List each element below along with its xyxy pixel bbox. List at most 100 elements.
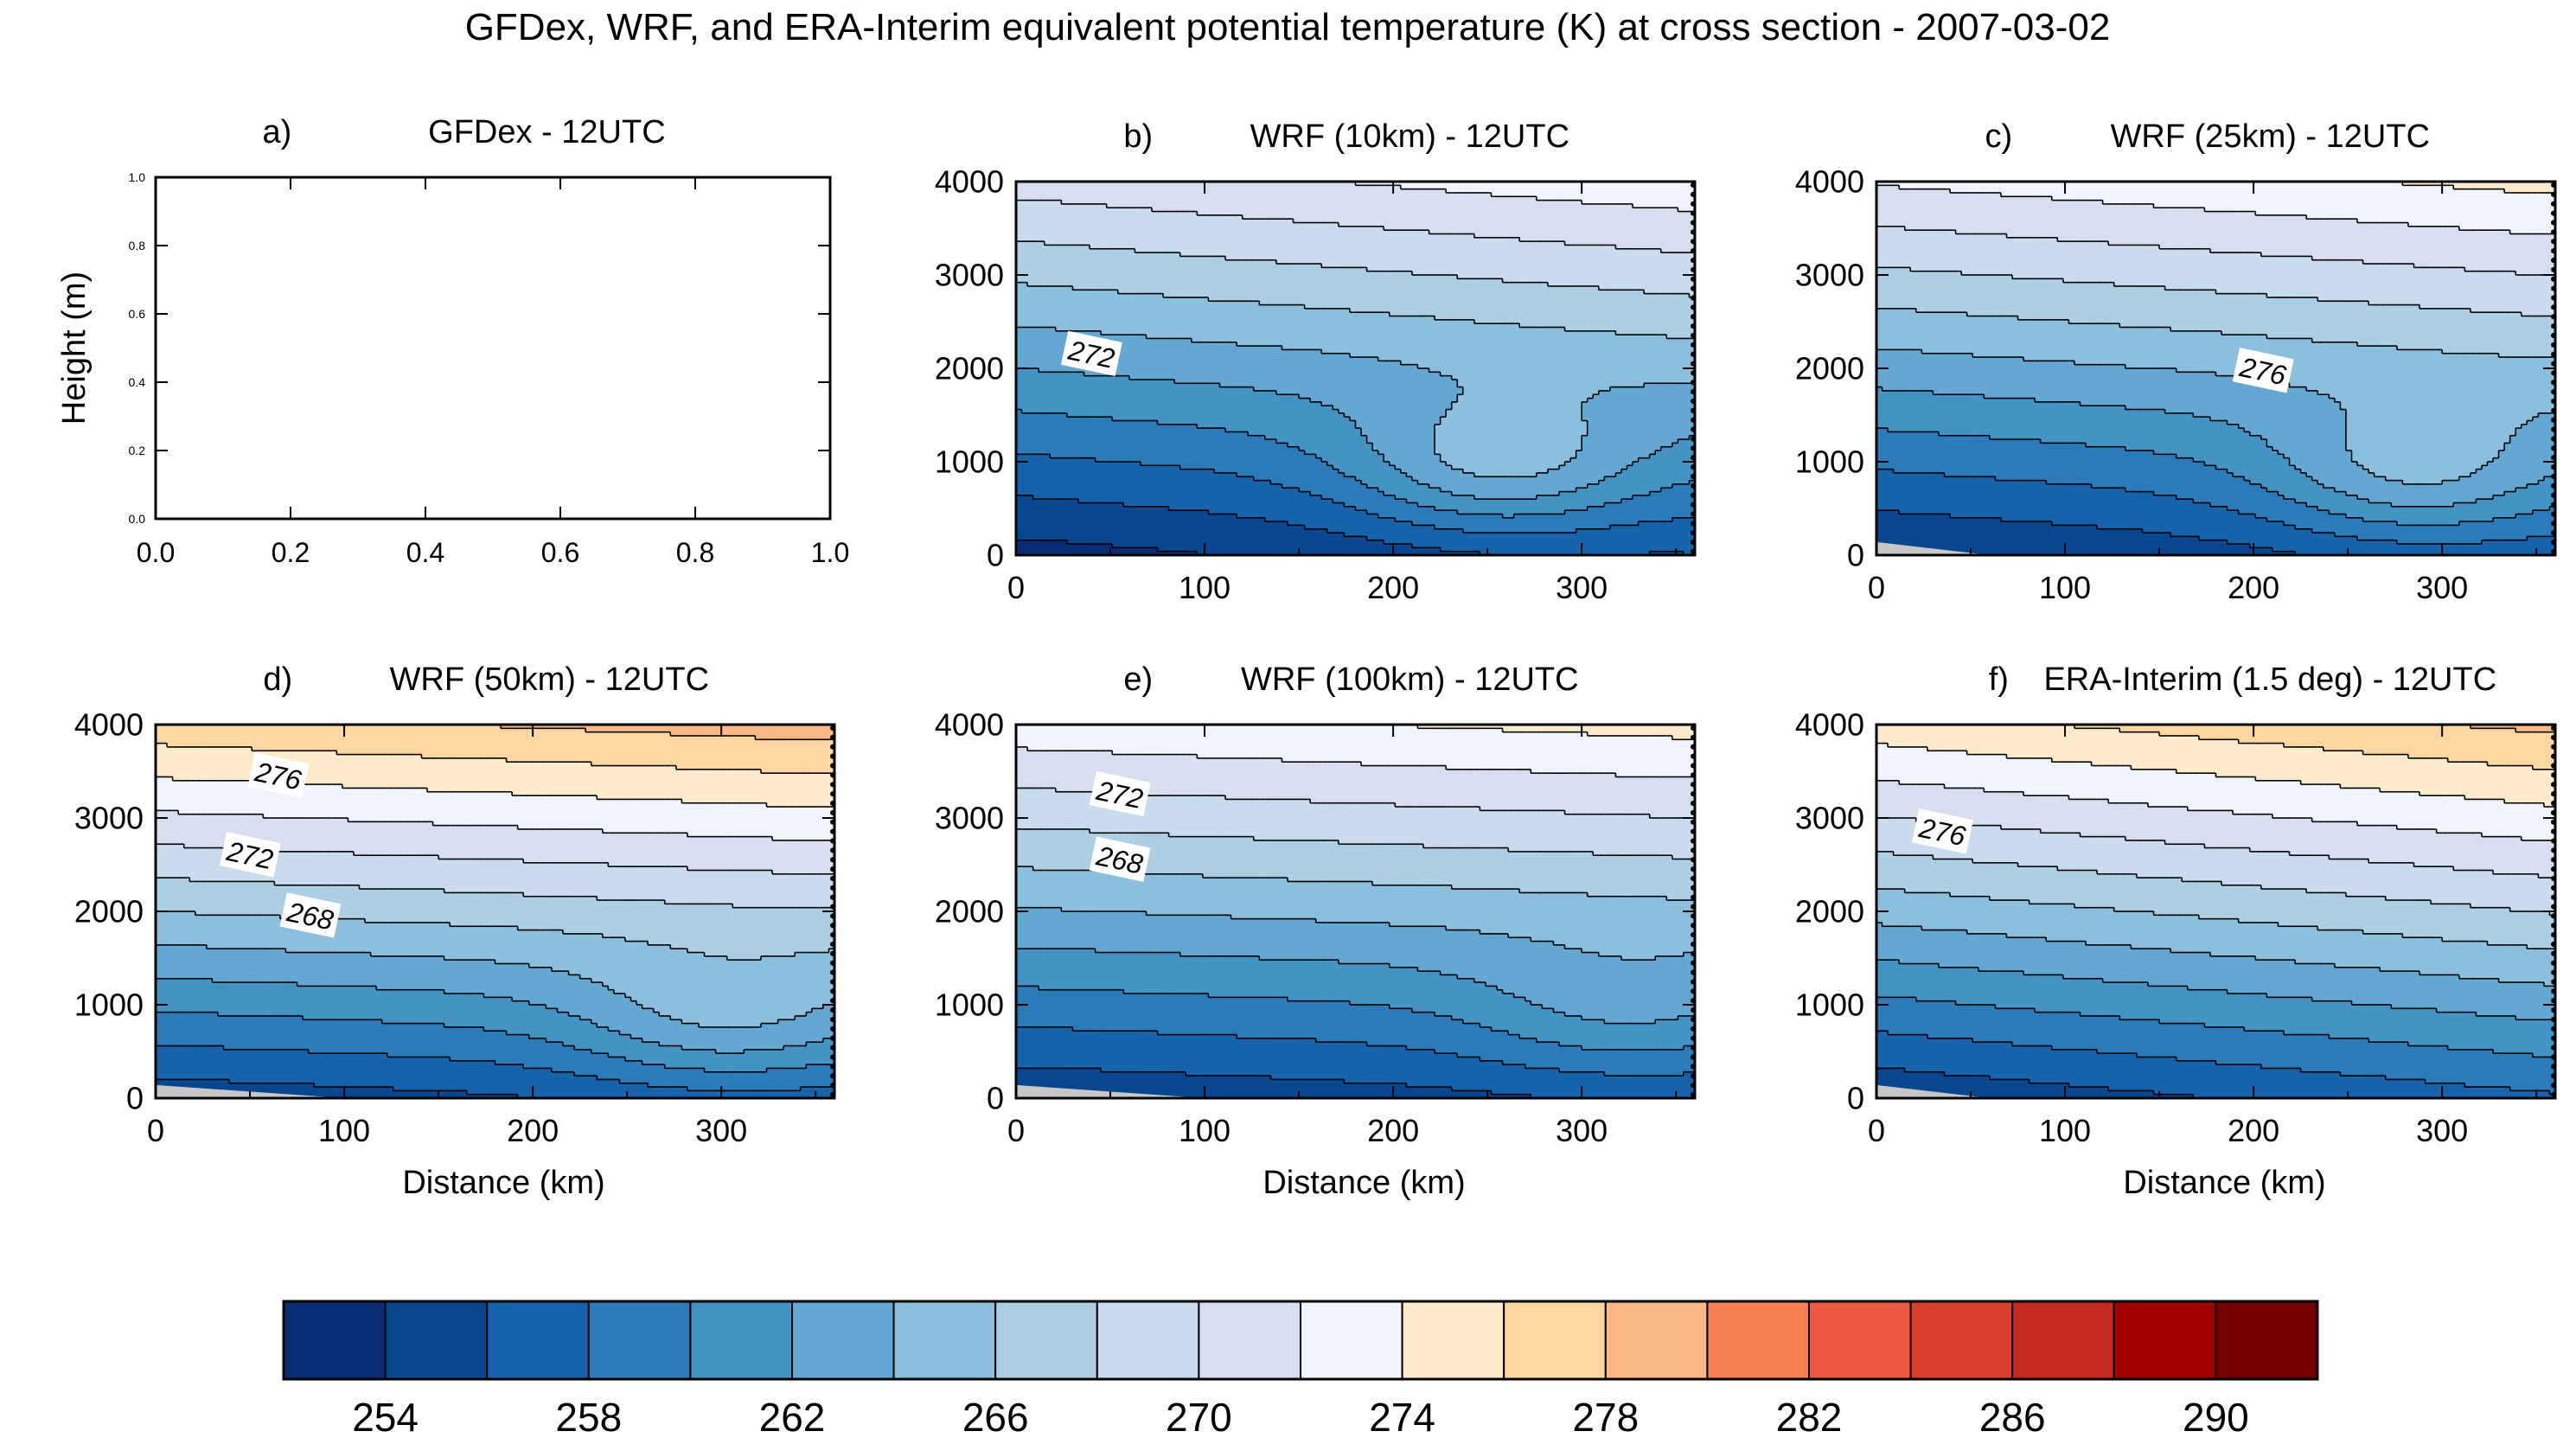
contour-cell (1152, 529, 1158, 534)
contour-cell (1406, 536, 1412, 540)
contour-cell (1327, 510, 1333, 514)
contour-cell (1655, 514, 1661, 518)
contour-cell (1123, 514, 1129, 518)
contour-cell (1548, 536, 1554, 540)
contour-cell (1610, 518, 1616, 522)
contour-cell (1390, 533, 1396, 537)
contour-cell (1655, 529, 1661, 534)
contour-cell (1265, 507, 1271, 511)
contour-cell (1169, 529, 1175, 534)
contour-cell (1220, 529, 1226, 534)
contour-cell (1270, 529, 1276, 534)
contour-cell (1503, 525, 1509, 529)
contour-cell (1231, 529, 1237, 534)
contour-cell (1666, 529, 1672, 534)
contour-cell (1486, 507, 1492, 511)
contour-cell (1152, 525, 1158, 529)
contour-cell (1203, 536, 1209, 540)
contour-cell (1503, 521, 1509, 526)
contour-cell (1288, 544, 1294, 548)
contour-cell (1045, 503, 1051, 508)
contour-cell (1056, 529, 1062, 534)
contour-cell (1067, 503, 1073, 508)
contour-cell (1208, 521, 1214, 526)
contour-cell (1321, 518, 1327, 522)
contour-cell (1372, 533, 1378, 537)
contour-cell (1542, 525, 1548, 529)
contour-cell (1158, 544, 1164, 548)
contour-cell (1129, 529, 1135, 534)
contour-cell (1129, 525, 1135, 529)
contour-cell (1118, 525, 1124, 529)
contour-cell (1027, 507, 1033, 511)
contour-cell (1367, 544, 1373, 548)
contour-cell (1305, 547, 1311, 552)
contour-cell (1486, 540, 1492, 545)
panel-title: GFDex - 12UTC (428, 114, 665, 150)
contour-cell (1423, 536, 1429, 540)
contour-cell (1316, 533, 1322, 537)
contour-cell (1067, 507, 1073, 511)
contour-cell (1186, 514, 1192, 518)
contour-cell (1192, 544, 1198, 548)
contour-cell (1633, 514, 1639, 518)
contour-cell (1107, 510, 1113, 514)
contour-cell (1615, 514, 1621, 518)
contour-cell (1639, 525, 1645, 529)
contour-cell (1514, 521, 1520, 526)
contour-cell (1231, 521, 1237, 526)
contour-cell (1152, 540, 1158, 545)
contour-cell (1412, 533, 1418, 537)
contour-cell (1339, 525, 1345, 529)
contour-cell (1169, 521, 1175, 526)
contour-cell (1599, 518, 1605, 522)
contour-cell (1672, 540, 1678, 545)
contour-cell (1214, 533, 1220, 537)
contour-cell (1208, 518, 1214, 522)
contour-cell (1243, 525, 1249, 529)
contour-cell (1531, 540, 1537, 545)
contour-cell (1248, 533, 1254, 537)
contour-cell (1203, 525, 1209, 529)
contour-cell (1621, 518, 1627, 522)
contour-cell (1655, 507, 1661, 511)
contour-cell (1406, 507, 1412, 511)
contour-cell (1243, 529, 1249, 534)
contour-cell (1429, 514, 1435, 518)
contour-cell (1146, 518, 1152, 522)
contour-cell (1378, 529, 1384, 534)
contour-cell (1378, 507, 1384, 511)
contour-cell (1644, 544, 1650, 548)
contour-cell (1525, 507, 1531, 511)
contour-cell (1508, 536, 1514, 540)
contour-cell (1084, 529, 1090, 534)
contour-cell (1282, 544, 1288, 548)
contour-cell (1604, 533, 1610, 537)
contour-cell (1655, 536, 1661, 540)
contour-cell (1655, 510, 1661, 514)
contour-cell (1446, 536, 1452, 540)
contour-cell (1452, 521, 1458, 526)
contour-cell (1180, 525, 1186, 529)
contour-cell (1542, 507, 1548, 511)
contour-cell (1045, 521, 1051, 526)
contour-cell (1678, 544, 1684, 548)
contour-cell (1220, 525, 1226, 529)
contour-cell (1666, 544, 1672, 548)
contour-cell (1672, 510, 1678, 514)
contour-cell (1508, 510, 1514, 514)
contour-cell (1604, 510, 1610, 514)
contour-cell (1644, 533, 1650, 537)
contour-cell (1678, 510, 1684, 514)
contour-cell (1321, 507, 1327, 511)
contour-cell (1321, 514, 1327, 518)
contour-cell (1045, 518, 1051, 522)
contour-cell (1305, 510, 1311, 514)
contour-cell (1310, 518, 1316, 522)
contour-cell (1565, 525, 1571, 529)
contour-cell (1441, 514, 1447, 518)
contour-cell (1542, 547, 1548, 552)
contour-cell (1395, 510, 1401, 514)
contour-cell (1576, 518, 1582, 522)
contour-cell (1135, 536, 1141, 540)
